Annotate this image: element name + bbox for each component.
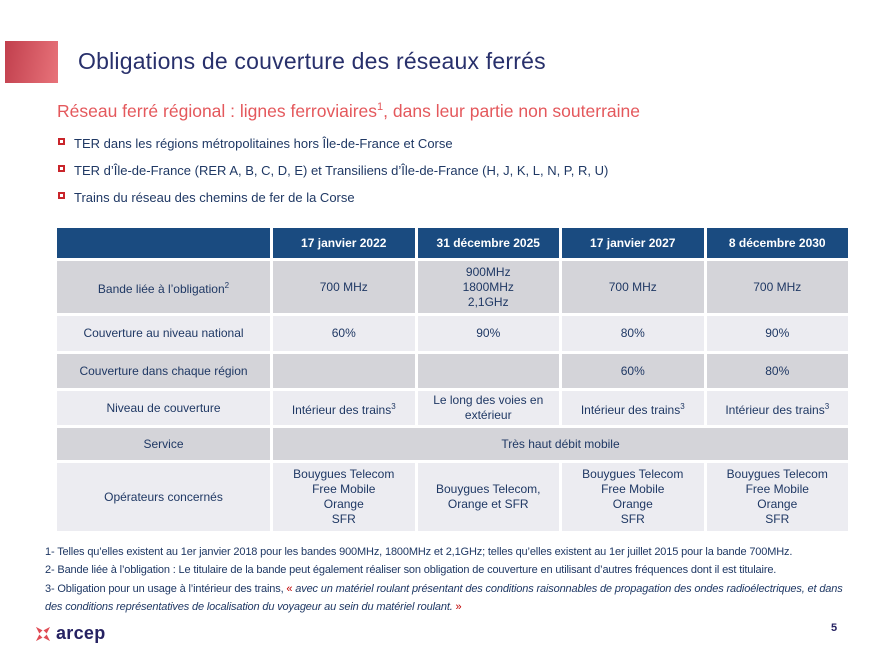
table-cell: Bouygues Telecom Free Mobile Orange SFR: [273, 463, 415, 531]
footnote-text: 3- Obligation pour un usage à l’intérieu…: [45, 582, 287, 595]
table-cell: Intérieur des trains3: [273, 391, 415, 425]
bullet-list: TER dans les régions métropolitaines hor…: [58, 136, 758, 217]
cell-content: 700 MHz: [608, 279, 657, 294]
bullet-item: Trains du réseau des chemins de fer de l…: [58, 190, 758, 205]
bullet-item: TER d’Île-de-France (RER A, B, C, D, E) …: [58, 163, 758, 178]
table-cell: Intérieur des trains3: [562, 391, 704, 425]
footnote-text: 1- Telles qu’elles existent au 1er janvi…: [45, 546, 793, 558]
cell-content: 80%: [620, 326, 645, 340]
table-cell: 700 MHz: [706, 261, 848, 313]
table-cell: [273, 354, 415, 388]
cell-content: 700 MHz: [319, 279, 368, 294]
footnotes: 1- Telles qu’elles existent au 1er janvi…: [45, 543, 843, 617]
cell-content: 60%: [620, 363, 645, 378]
arcep-logo-text: arcep: [56, 623, 106, 643]
bullet-text: TER d’Île-de-France (RER A, B, C, D, E) …: [74, 163, 609, 178]
table-column-header: 31 décembre 2025: [417, 228, 559, 258]
cell-content: Bouygues Telecom Free Mobile Orange SFR: [582, 467, 684, 526]
bullet-text: TER dans les régions métropolitaines hor…: [74, 136, 453, 151]
table-cell: 90%: [417, 316, 559, 351]
bullet-square-icon: [58, 192, 65, 199]
section-heading-text-cont: , dans leur partie non souterraine: [383, 101, 640, 121]
table-row-label: Niveau de couverture: [57, 391, 270, 425]
table-column-header: 17 janvier 2022: [273, 228, 415, 258]
table-cell: 700 MHz: [273, 261, 415, 313]
coverage-obligations-table: 17 janvier 2022 31 décembre 2025 17 janvie…: [57, 228, 848, 531]
table-cell: 700 MHz: [562, 261, 704, 313]
cell-content: Bouygues Telecom, Orange et SFR: [435, 482, 541, 511]
row-label-text: Bande liée à l’obligation2: [97, 280, 230, 296]
section-heading-text: Réseau ferré régional : lignes ferroviai…: [57, 101, 378, 121]
table-cell: [417, 354, 559, 388]
cell-content: 900MHz 1800MHz 2,1GHz: [462, 264, 514, 309]
bullet-square-icon: [58, 165, 65, 172]
table-cell: 90%: [706, 316, 848, 351]
table-cell: Le long des voies en extérieur: [417, 391, 559, 425]
cell-content: 60%: [331, 326, 356, 340]
table-cell: 900MHz 1800MHz 2,1GHz: [417, 261, 559, 313]
table-cell: Bouygues Telecom, Orange et SFR: [417, 463, 559, 531]
row-label-text: Opérateurs concernés: [104, 489, 223, 504]
cell-content: 700 MHz: [753, 279, 802, 294]
footnote: 1- Telles qu’elles existent au 1er janvi…: [45, 543, 843, 561]
bullet-item: TER dans les régions métropolitaines hor…: [58, 136, 758, 151]
cell-content: Bouygues Telecom Free Mobile Orange SFR: [726, 467, 828, 526]
cell-content: Le long des voies en extérieur: [433, 393, 544, 422]
red-accent-square: [5, 41, 58, 83]
table-row-label: Couverture au niveau national: [57, 316, 270, 351]
page-number: 5: [831, 622, 838, 634]
table-cell: 60%: [273, 316, 415, 351]
table-corner-cell: [57, 228, 270, 258]
table-cell: 80%: [562, 316, 704, 351]
cell-content: 80%: [765, 363, 790, 378]
quote-open-mark: «: [286, 582, 296, 595]
table-column-header: 17 janvier 2027: [562, 228, 704, 258]
table-column-header: 8 décembre 2030: [706, 228, 848, 258]
row-label-text: Niveau de couverture: [106, 400, 221, 415]
quote-close-mark: »: [452, 601, 462, 614]
table-row-label: Couverture dans chaque région: [57, 354, 270, 388]
row-label-text: Couverture dans chaque région: [79, 363, 248, 378]
table-cell: Bouygues Telecom Free Mobile Orange SFR: [562, 463, 704, 531]
cell-content: Intérieur des trains3: [291, 401, 396, 417]
footnote: 2- Bande liée à l’obligation : Le titula…: [45, 561, 843, 579]
footnote-quote: avec un matériel roulant présentant des …: [45, 582, 843, 614]
table-cell: Intérieur des trains3: [706, 391, 848, 425]
cell-content: 90%: [476, 326, 501, 340]
table-cell: 80%: [706, 354, 848, 388]
footnote-ref-1: 1: [377, 101, 384, 114]
table-merged-cell: Très haut débit mobile: [273, 428, 848, 460]
row-label-text: Service: [143, 436, 184, 451]
cell-content: 90%: [765, 326, 790, 340]
footnote-text: 2- Bande liée à l’obligation : Le titula…: [45, 564, 777, 577]
table-row-label: Service: [57, 428, 270, 460]
table-row-label: Bande liée à l’obligation2: [57, 261, 270, 313]
bullet-text: Trains du réseau des chemins de fer de l…: [74, 190, 355, 205]
cell-content: Très haut débit mobile: [501, 436, 620, 451]
row-label-text: Couverture au niveau national: [83, 326, 244, 340]
arcep-logo-icon: [29, 619, 57, 647]
section-heading: Réseau ferré régional : lignes ferroviai…: [57, 101, 640, 122]
table-cell: Bouygues Telecom Free Mobile Orange SFR: [706, 463, 848, 531]
cell-content: Intérieur des trains3: [725, 401, 830, 417]
footnote: 3- Obligation pour un usage à l’intérieu…: [45, 580, 843, 617]
arcep-logo: arcep: [33, 623, 106, 644]
table-row-label: Opérateurs concernés: [57, 463, 270, 531]
slide-footer: arcep 5: [0, 618, 880, 660]
cell-content: Intérieur des trains3: [580, 401, 685, 417]
page-title: Obligations de couverture des réseaux fe…: [78, 48, 546, 74]
table-cell: 60%: [562, 354, 704, 388]
cell-content: Bouygues Telecom Free Mobile Orange SFR: [293, 467, 395, 526]
bullet-square-icon: [58, 138, 65, 145]
